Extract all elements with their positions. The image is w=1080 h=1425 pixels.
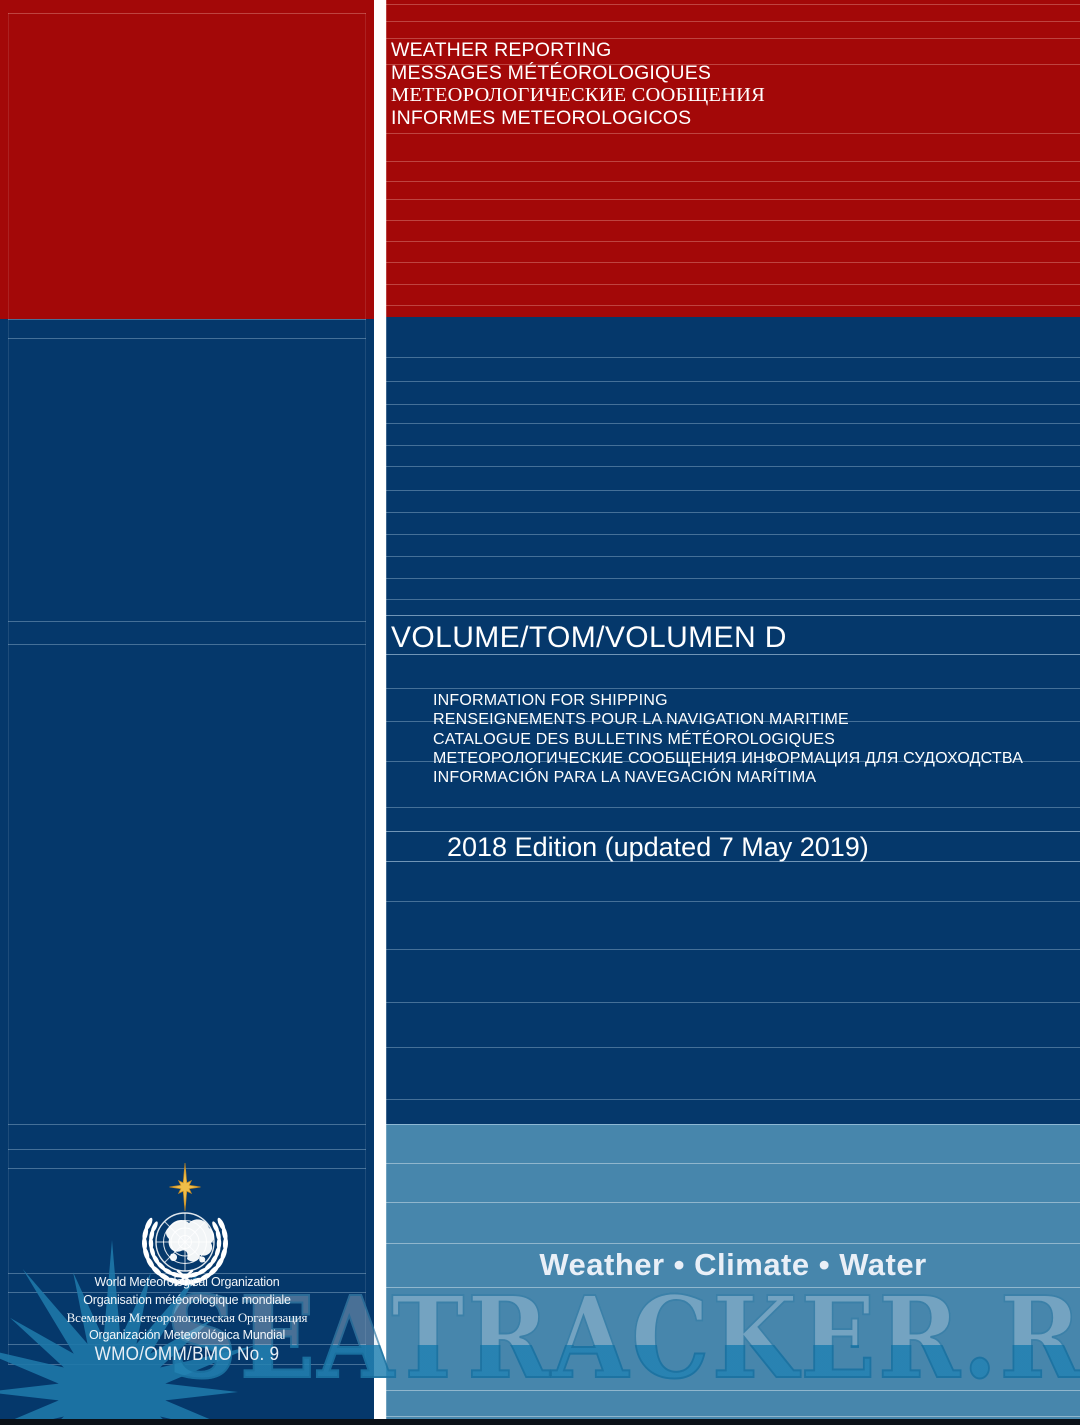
hairline	[8, 1124, 366, 1125]
subtitle-english: INFORMATION FOR SHIPPING	[433, 692, 668, 709]
hairline	[386, 262, 1080, 263]
hairline	[386, 1047, 1080, 1048]
hairline	[386, 1202, 1080, 1203]
hairline	[386, 949, 1080, 950]
hairline	[386, 133, 1080, 134]
subtitle-french-1: RENSEIGNEMENTS POUR LA NAVIGATION MARITI…	[433, 711, 849, 729]
title-russian: МЕТЕОРОЛОГИЧЕСКИЕ СООБЩЕНИЯ	[391, 84, 765, 107]
hairline	[386, 404, 1080, 405]
hairline	[386, 181, 1080, 182]
publication-number: WMO/OMM/ВМО No. 9	[94, 1343, 280, 1365]
hairline	[8, 13, 9, 1364]
hairline	[386, 161, 1080, 162]
hairline	[386, 241, 1080, 242]
title-spanish: INFORMES METEOROLOGICOS	[391, 106, 692, 129]
hairline	[386, 578, 1080, 579]
hairline	[386, 305, 1080, 306]
hairline	[386, 490, 1080, 491]
hairline	[386, 761, 1080, 762]
hairline	[386, 445, 1080, 446]
hairline	[8, 13, 366, 14]
hairline	[386, 357, 1080, 358]
hairline	[386, 4, 1080, 5]
hairline	[386, 284, 1080, 285]
multilingual-title-block: WEATHER REPORTING MESSAGES MÉTÉOROLOGIQU…	[391, 39, 765, 129]
hairline	[386, 21, 1080, 22]
left-red-block	[0, 0, 374, 319]
hairline	[8, 319, 366, 320]
hairline	[386, 901, 1080, 902]
hairline	[8, 1168, 366, 1169]
bottom-edge-strip	[0, 1419, 1080, 1425]
hairline	[386, 381, 1080, 382]
hairline	[8, 644, 366, 645]
hairline	[386, 861, 1080, 862]
hairline	[386, 831, 1080, 832]
hairline	[386, 807, 1080, 808]
hairline	[386, 1287, 1080, 1288]
hairline	[386, 688, 1080, 689]
subtitle-spanish: INFORMACIÓN PARA LA NAVEGACIÓN MARÍTIMA	[433, 769, 817, 787]
wmo-emblem-icon	[141, 1163, 229, 1287]
hairline	[386, 1124, 1080, 1125]
hairline	[386, 534, 1080, 535]
hairline	[386, 1416, 1080, 1417]
hairline	[8, 1344, 366, 1345]
hairline	[386, 38, 1080, 39]
hairline	[386, 599, 1080, 600]
column-gutter	[374, 0, 386, 1425]
hairline	[386, 1243, 1080, 1244]
edition-line: 2018 Edition (updated 7 May 2019)	[447, 832, 869, 862]
title-french: MESSAGES MÉTÉOROLOGIQUES	[391, 61, 712, 84]
org-french: Organisation météorologique mondiale	[83, 1292, 291, 1307]
bottom-steel-band	[386, 1124, 1080, 1425]
hairline	[386, 512, 1080, 513]
hairline	[386, 423, 1080, 424]
hairline	[386, 199, 1080, 200]
hairline	[386, 1099, 1080, 1100]
hairline	[386, 1163, 1080, 1164]
subtitle-french-2: CATALOGUE DES BULLETINS MÉTÉOROLOGIQUES	[433, 730, 835, 748]
hairline	[386, 556, 1080, 557]
organization-name-block: World Meteorological Organization Organi…	[0, 1274, 374, 1344]
wmo-tagline: Weather • Climate • Water	[539, 1247, 927, 1282]
hairline	[386, 1002, 1080, 1003]
right-red-block	[386, 0, 1080, 317]
hairline	[386, 1390, 1080, 1391]
hairline	[386, 721, 1080, 722]
hairline	[365, 13, 366, 1364]
org-russian: Всемирная Метеорологическая Организация	[66, 1310, 308, 1325]
hairline	[386, 615, 1080, 616]
hairline	[8, 621, 366, 622]
hairline	[8, 1149, 366, 1150]
subtitle-block: INFORMATION FOR SHIPPING RENSEIGNEMENTS …	[433, 691, 1023, 787]
hairline	[8, 338, 366, 339]
sunburst-watermark-icon	[0, 1240, 257, 1425]
right-panel	[386, 0, 1080, 1425]
title-english: WEATHER REPORTING	[391, 39, 612, 61]
volume-title: VOLUME/TOM/VOLUMEN D	[391, 621, 787, 654]
hairline	[386, 466, 1080, 467]
seatracker-watermark: SEATRACKER.RU	[165, 1272, 1080, 1405]
hairline	[386, 64, 1080, 65]
hairline	[386, 654, 1080, 655]
org-spanish: Organización Meteorológica Mundial	[88, 1327, 286, 1342]
hairline	[8, 1273, 366, 1274]
hairline	[386, 220, 1080, 221]
hairline	[386, 0, 387, 1419]
org-english: World Meteorological Organization	[94, 1275, 280, 1289]
subtitle-russian: МЕТЕОРОЛОГИЧЕСКИЕ СООБЩЕНИЯ ИНФОРМАЦИЯ Д…	[433, 749, 1024, 767]
